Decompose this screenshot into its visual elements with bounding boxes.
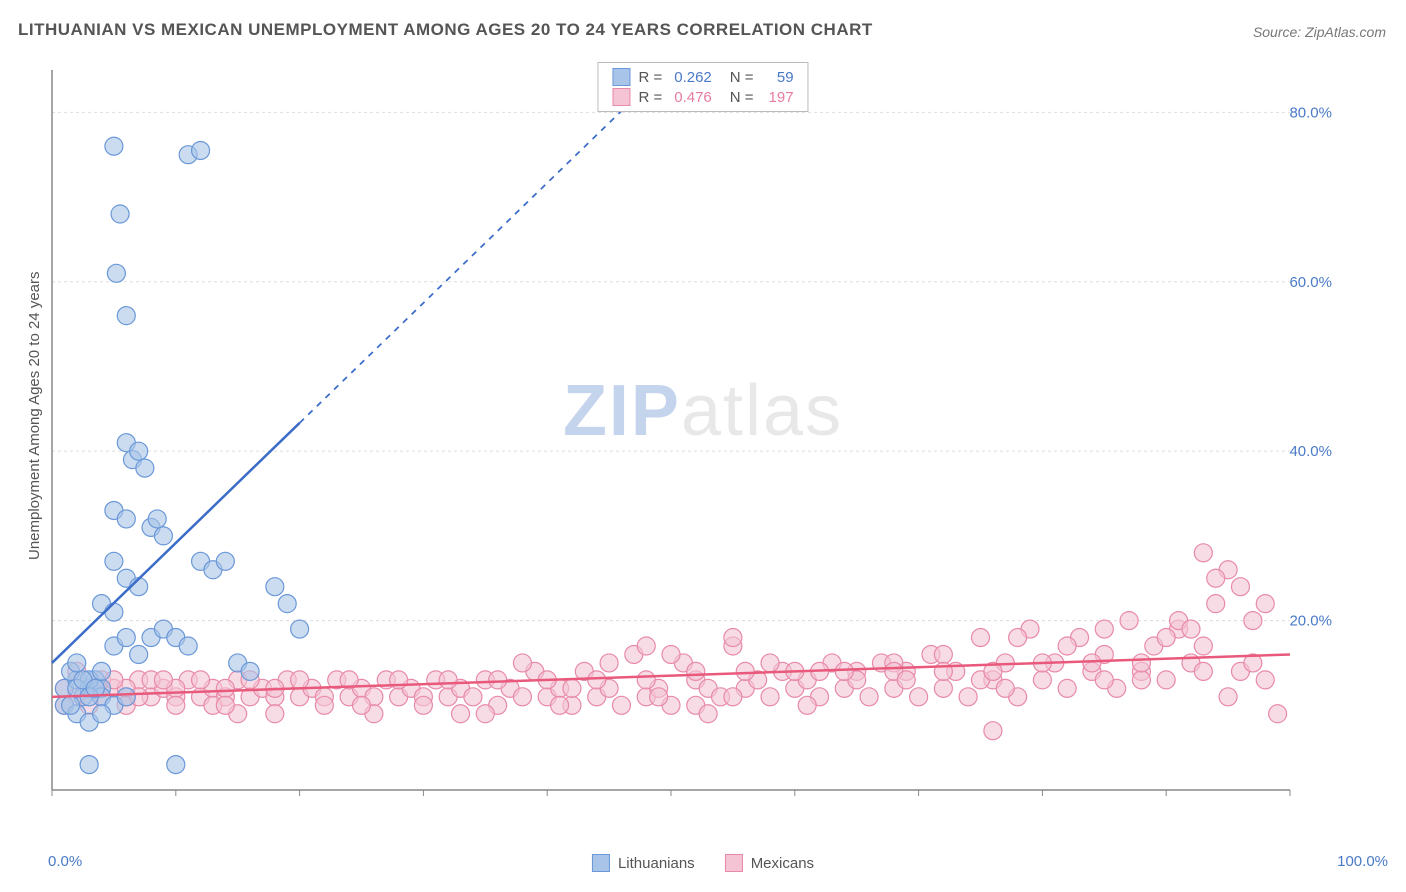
plot-area: 20.0% 40.0% 60.0% 80.0% [50, 60, 1340, 820]
y-axis-label: Unemployment Among Ages 20 to 24 years [26, 271, 43, 560]
svg-text:80.0%: 80.0% [1289, 104, 1332, 121]
x-tick-max: 100.0% [1337, 853, 1388, 870]
legend-r-label-0: R = [638, 69, 662, 86]
source-attribution: Source: ZipAtlas.com [1253, 24, 1386, 40]
legend-bottom-swatch-0 [592, 854, 610, 872]
chart-container: LITHUANIAN VS MEXICAN UNEMPLOYMENT AMONG… [0, 0, 1406, 892]
legend-r-label-1: R = [638, 89, 662, 106]
legend-n-label-0: N = [720, 69, 754, 86]
legend-swatch-0 [612, 68, 630, 86]
svg-text:60.0%: 60.0% [1289, 274, 1332, 291]
svg-text:40.0%: 40.0% [1289, 443, 1332, 460]
legend-r-value-1: 0.476 [670, 89, 712, 106]
chart-title: LITHUANIAN VS MEXICAN UNEMPLOYMENT AMONG… [18, 20, 873, 40]
x-tick-min: 0.0% [48, 853, 82, 870]
legend-bottom-label-0: Lithuanians [618, 855, 695, 872]
legend-stats-box: R = 0.262 N = 59 R = 0.476 N = 197 [597, 62, 808, 112]
svg-text:20.0%: 20.0% [1289, 613, 1332, 630]
legend-r-value-0: 0.262 [670, 69, 712, 86]
chart-svg: 20.0% 40.0% 60.0% 80.0% [50, 60, 1340, 820]
legend-stats-row-1: R = 0.476 N = 197 [612, 87, 793, 107]
legend-bottom-swatch-1 [725, 854, 743, 872]
legend-bottom-item-1: Mexicans [725, 854, 814, 872]
legend-n-value-1: 197 [762, 89, 794, 106]
legend-bottom-label-1: Mexicans [751, 855, 814, 872]
legend-n-value-0: 59 [762, 69, 794, 86]
legend-n-label-1: N = [720, 89, 754, 106]
legend-bottom: Lithuanians Mexicans [592, 854, 814, 872]
legend-stats-row-0: R = 0.262 N = 59 [612, 67, 793, 87]
legend-bottom-item-0: Lithuanians [592, 854, 695, 872]
legend-swatch-1 [612, 88, 630, 106]
